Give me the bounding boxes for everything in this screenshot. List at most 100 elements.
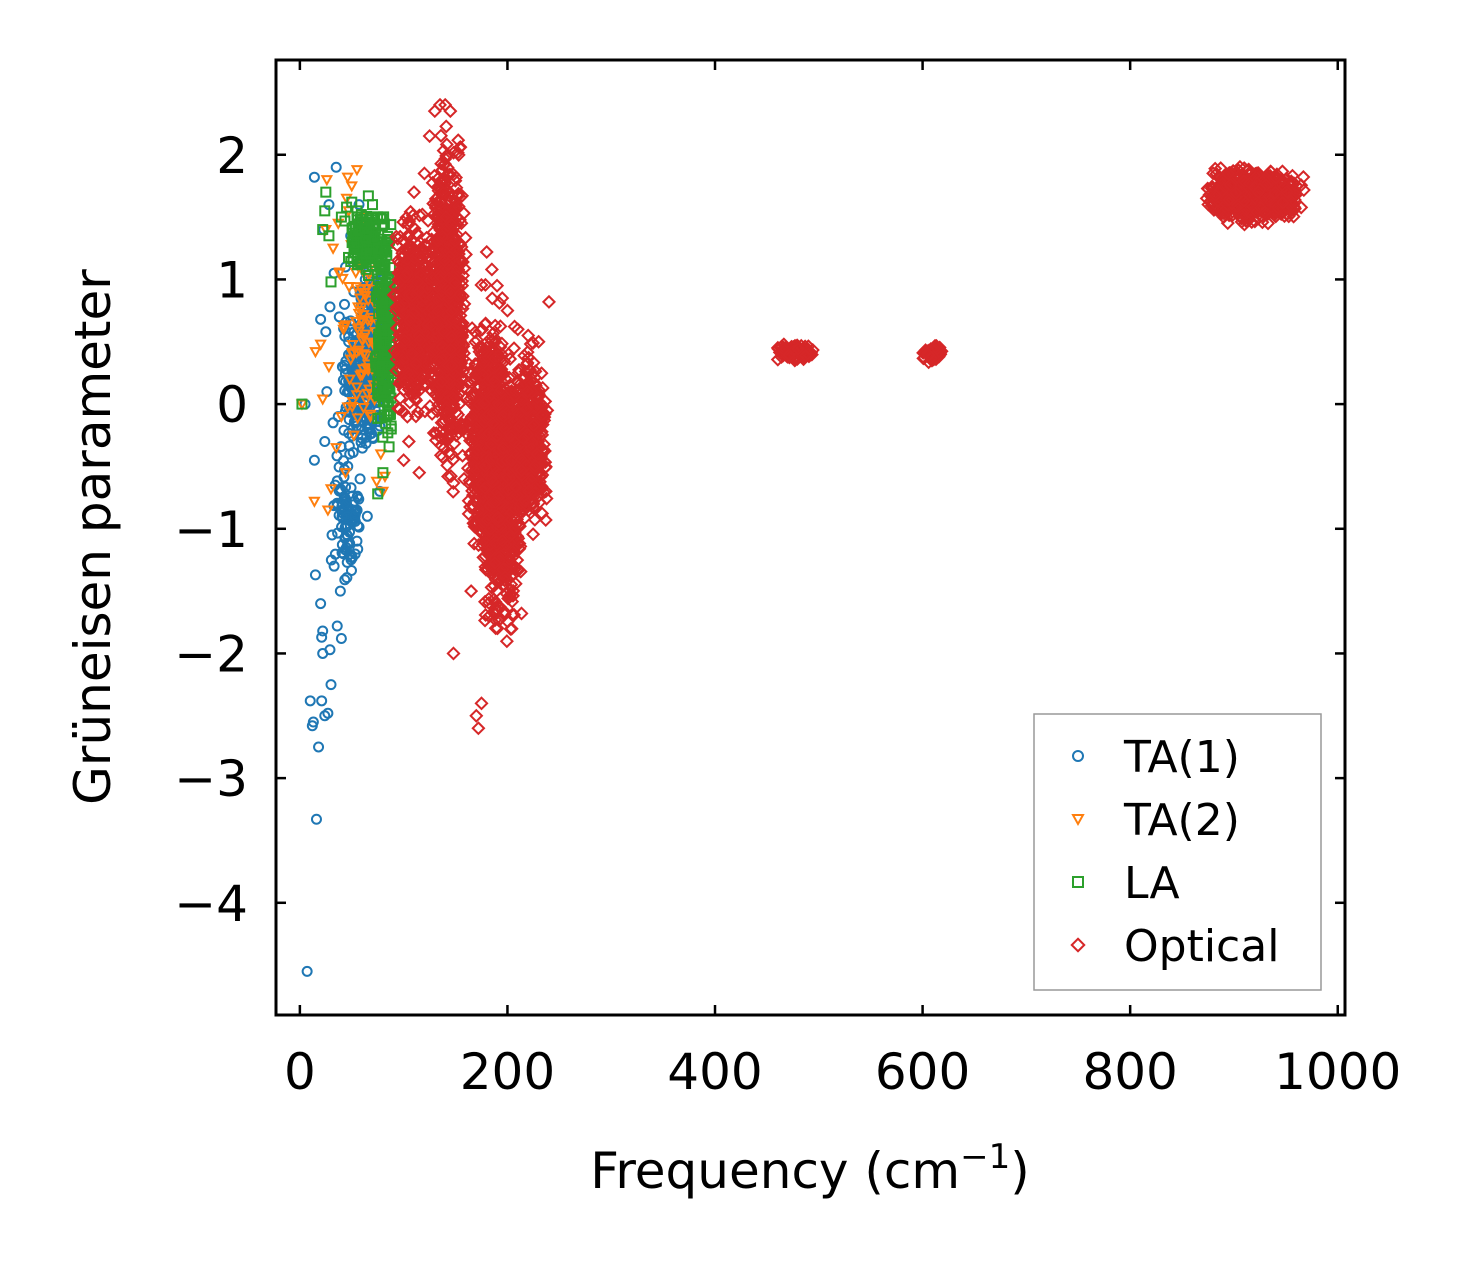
data-point: [488, 359, 503, 374]
data-point: [501, 591, 516, 606]
data-point: [498, 537, 513, 552]
data-point: [361, 419, 373, 431]
data-point: [929, 339, 944, 354]
data-point: [433, 128, 449, 143]
data-point: [320, 186, 332, 198]
data-point: [462, 357, 477, 372]
data-point: [413, 268, 428, 283]
data-point: [355, 314, 368, 327]
data-point: [478, 317, 493, 332]
data-point: [504, 577, 519, 592]
data-point: [324, 301, 336, 313]
data-point: [346, 552, 358, 564]
data-point: [397, 269, 413, 284]
data-point: [326, 243, 340, 255]
data-point: [475, 344, 490, 360]
data-point: [512, 419, 527, 434]
data-point: [326, 529, 338, 541]
data-point: [338, 298, 350, 310]
data-point: [339, 496, 351, 508]
data-point: [350, 390, 363, 402]
data-point: [461, 414, 476, 430]
data-point: [491, 510, 506, 525]
data-point: [356, 442, 368, 454]
data-point: [425, 263, 440, 278]
data-point: [488, 602, 503, 617]
data-point: [323, 230, 335, 242]
data-point: [333, 311, 345, 323]
data-point: [453, 417, 468, 432]
data-point: [332, 527, 344, 539]
data-point: [377, 396, 389, 408]
data-point: [344, 448, 356, 460]
data-point: [325, 276, 337, 288]
data-point: [491, 550, 506, 565]
data-point: [429, 210, 444, 225]
data-point: [340, 542, 352, 554]
data-point: [530, 390, 545, 405]
data-point: [352, 543, 364, 555]
data-point: [344, 375, 356, 387]
data-point: [441, 393, 456, 408]
data-point: [320, 326, 332, 338]
data-point: [430, 233, 445, 248]
data-point: [485, 416, 500, 431]
data-point: [482, 609, 497, 624]
data-point: [301, 965, 313, 977]
data-point: [518, 453, 533, 468]
data-point: [921, 347, 936, 363]
data-point: [484, 333, 499, 348]
data-point: [356, 336, 369, 348]
data-point: [345, 564, 357, 576]
data-point: [410, 274, 425, 289]
data-point: [526, 527, 541, 542]
data-point: [451, 199, 466, 214]
data-point: [377, 467, 389, 479]
data-point: [448, 170, 464, 185]
data-point: [478, 607, 493, 623]
data-point: [410, 238, 425, 253]
data-point: [389, 238, 405, 253]
data-point: [360, 395, 373, 407]
data-point: [514, 463, 529, 478]
data-point: [456, 337, 471, 352]
data-point: [791, 341, 806, 356]
data-point: [383, 360, 395, 372]
data-point: [375, 212, 387, 224]
data-point: [401, 333, 416, 348]
data-point: [413, 250, 428, 265]
data-point: [443, 189, 458, 204]
data-point: [356, 217, 368, 229]
data-point: [337, 324, 350, 336]
data-point: [489, 428, 505, 443]
data-point: [481, 595, 496, 610]
data-point: [457, 296, 472, 311]
data-point: [510, 488, 525, 503]
data-point: [325, 554, 337, 566]
data-point: [325, 679, 337, 691]
data-point: [492, 397, 507, 412]
data-point: [499, 586, 514, 601]
data-point: [474, 277, 489, 293]
data-point: [513, 564, 528, 579]
data-point: [296, 398, 308, 410]
data-point: [444, 217, 459, 232]
data-point: [385, 423, 397, 435]
data-point: [488, 495, 503, 510]
data-point: [344, 354, 357, 366]
data-point: [447, 233, 462, 248]
data-point: [444, 304, 459, 319]
data-point: [446, 390, 461, 405]
data-point: [435, 163, 450, 178]
data-point: [530, 447, 545, 462]
data-point: [481, 591, 496, 606]
data-point: [439, 232, 454, 247]
data-point: [361, 244, 373, 256]
data-point: [495, 562, 510, 577]
data-point: [447, 194, 462, 209]
data-point: [407, 367, 422, 382]
data-point: [526, 418, 541, 433]
data-point: [524, 473, 539, 488]
data-point: [396, 372, 411, 387]
data-point: [503, 621, 518, 637]
